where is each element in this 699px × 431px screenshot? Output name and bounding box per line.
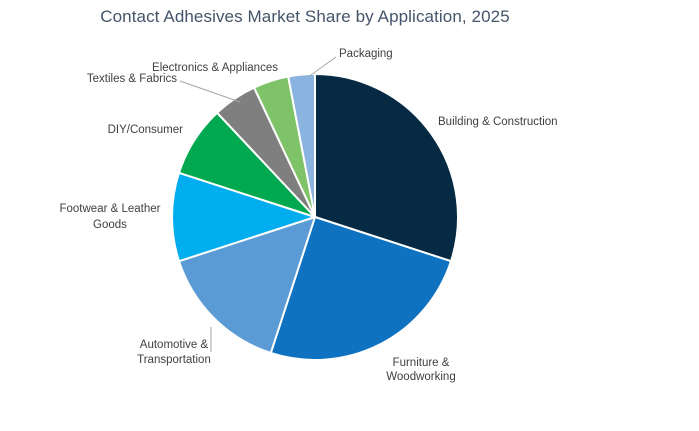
pie-slice-footwear-leather-goods bbox=[171, 171, 316, 263]
pie-slice-furniture-woodworking bbox=[269, 216, 452, 361]
slice-label-diy-consumer: DIY/Consumer bbox=[108, 124, 184, 136]
pie-slices bbox=[171, 72, 459, 361]
slice-label-packaging: Packaging bbox=[339, 48, 393, 60]
leader-line-packaging bbox=[307, 56, 337, 78]
slice-label-furniture-woodworking: Furniture & Woodworking bbox=[386, 357, 455, 383]
chart-title: Contact Adhesives Market Share by Applic… bbox=[100, 7, 510, 26]
slice-label-footwear-leather-goods: Footwear & Leather Goods bbox=[59, 203, 160, 231]
leader-line-textiles-fabrics bbox=[179, 80, 241, 103]
slice-label-electronics-appliances: Electronics & Appliances bbox=[152, 62, 278, 74]
leader-lines bbox=[179, 56, 337, 352]
slice-label-textiles-fabrics: Textiles & Fabrics bbox=[87, 73, 177, 85]
slice-label-automotive-transportation: Automotive & Transportation bbox=[137, 339, 211, 366]
slice-labels: Building & Construction Furniture & Woodwo… bbox=[59, 48, 557, 383]
pie-slice-building-construction bbox=[314, 73, 459, 263]
slice-label-building-construction: Building & Construction bbox=[438, 116, 558, 128]
pie-slice-packaging bbox=[287, 72, 316, 218]
